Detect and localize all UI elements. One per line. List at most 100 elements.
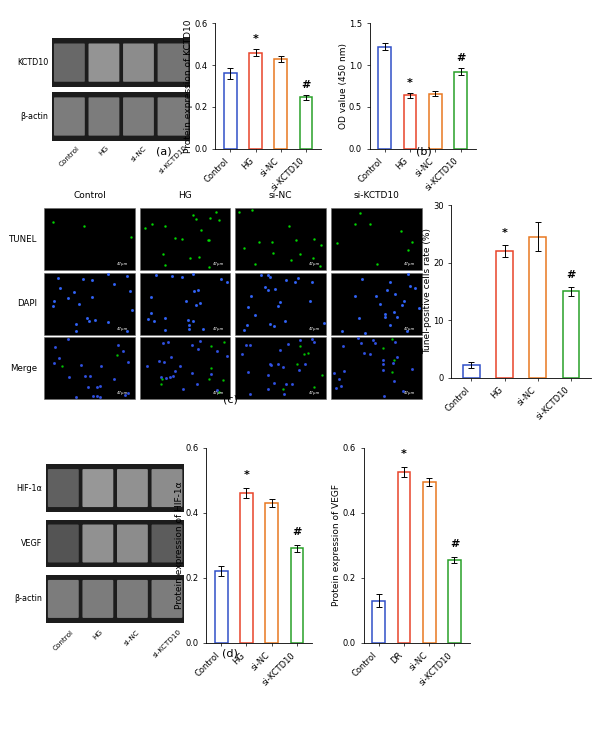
FancyBboxPatch shape (46, 464, 184, 511)
Text: 47μm: 47μm (308, 391, 320, 395)
Bar (379, 47, 391, 149)
Text: (b): (b) (416, 146, 432, 156)
Text: HG: HG (98, 145, 110, 157)
Bar (275, 59, 287, 149)
Text: #: # (450, 538, 459, 549)
Text: 47μm: 47μm (404, 262, 415, 267)
Text: 47μm: 47μm (404, 391, 415, 395)
FancyBboxPatch shape (331, 208, 422, 270)
FancyBboxPatch shape (123, 44, 154, 82)
Text: *: * (401, 449, 407, 460)
FancyBboxPatch shape (117, 524, 148, 562)
FancyBboxPatch shape (140, 337, 230, 399)
Text: 47μm: 47μm (213, 262, 224, 267)
Bar (448, 560, 461, 643)
Text: 47μm: 47μm (404, 327, 415, 331)
Text: KCTD10: KCTD10 (17, 58, 48, 67)
Text: si-NC: si-NC (130, 145, 147, 162)
Text: si-KCTD10: si-KCTD10 (158, 145, 188, 175)
Bar (291, 548, 303, 643)
Text: 47μm: 47μm (213, 327, 224, 331)
FancyBboxPatch shape (117, 469, 148, 507)
Text: 47μm: 47μm (308, 262, 320, 267)
Bar (300, 98, 312, 149)
FancyBboxPatch shape (52, 92, 190, 140)
Bar (249, 53, 262, 149)
FancyBboxPatch shape (140, 208, 230, 270)
Text: 47μm: 47μm (213, 391, 224, 395)
Text: #: # (566, 270, 576, 280)
Text: HG: HG (92, 629, 104, 641)
Text: si-KCTD10: si-KCTD10 (152, 629, 182, 659)
Bar (265, 503, 278, 643)
Bar (496, 251, 513, 378)
Text: #: # (292, 526, 302, 537)
FancyBboxPatch shape (152, 524, 182, 562)
Text: si-NC: si-NC (269, 192, 293, 201)
Bar (429, 94, 442, 149)
Text: Merge: Merge (10, 363, 38, 372)
FancyBboxPatch shape (82, 524, 113, 562)
Bar (373, 601, 385, 643)
Y-axis label: Protein expression of KCTD10: Protein expression of KCTD10 (184, 20, 193, 152)
Bar (215, 572, 227, 643)
Text: #: # (456, 53, 465, 63)
Text: *: * (244, 470, 250, 481)
Bar (224, 74, 236, 149)
FancyBboxPatch shape (152, 580, 182, 618)
FancyBboxPatch shape (46, 575, 184, 623)
Text: (c): (c) (223, 395, 238, 405)
FancyBboxPatch shape (44, 337, 135, 399)
FancyBboxPatch shape (44, 273, 135, 334)
Y-axis label: Protein expression of VEGF: Protein expression of VEGF (332, 484, 341, 606)
Text: *: * (253, 34, 259, 44)
Text: HIF-1α: HIF-1α (16, 484, 42, 493)
FancyBboxPatch shape (152, 469, 182, 507)
Text: VEGF: VEGF (21, 539, 42, 548)
FancyBboxPatch shape (48, 524, 79, 562)
FancyBboxPatch shape (88, 98, 119, 136)
Y-axis label: Protein expression of HIF-1α: Protein expression of HIF-1α (175, 481, 184, 609)
Bar (423, 482, 436, 643)
Text: si-KCTD10: si-KCTD10 (353, 192, 399, 201)
FancyBboxPatch shape (117, 580, 148, 618)
Bar (530, 237, 546, 378)
Text: *: * (407, 77, 413, 88)
FancyBboxPatch shape (46, 520, 184, 567)
Text: 47μm: 47μm (308, 327, 320, 331)
Text: si-NC: si-NC (124, 629, 141, 647)
Y-axis label: Tunel-positive cells rate (%): Tunel-positive cells rate (%) (423, 228, 432, 354)
FancyBboxPatch shape (82, 469, 113, 507)
FancyBboxPatch shape (44, 208, 135, 270)
FancyBboxPatch shape (52, 38, 190, 87)
Text: HG: HG (178, 192, 192, 201)
Bar (463, 365, 480, 378)
FancyBboxPatch shape (82, 580, 113, 618)
FancyBboxPatch shape (235, 337, 326, 399)
Text: β-actin: β-actin (15, 595, 42, 603)
Text: β-actin: β-actin (21, 112, 48, 121)
Text: 47μm: 47μm (117, 327, 128, 331)
FancyBboxPatch shape (48, 469, 79, 507)
Text: (d): (d) (222, 649, 238, 659)
Text: Control: Control (58, 145, 81, 167)
Bar (240, 493, 253, 643)
Text: 47μm: 47μm (117, 391, 128, 395)
Bar (562, 291, 579, 378)
Bar (454, 72, 467, 149)
FancyBboxPatch shape (123, 98, 154, 136)
Text: TUNEL: TUNEL (9, 234, 38, 243)
Text: 47μm: 47μm (117, 262, 128, 267)
FancyBboxPatch shape (331, 273, 422, 334)
FancyBboxPatch shape (54, 44, 85, 82)
FancyBboxPatch shape (235, 273, 326, 334)
FancyBboxPatch shape (54, 98, 85, 136)
FancyBboxPatch shape (48, 580, 79, 618)
FancyBboxPatch shape (88, 44, 119, 82)
Text: *: * (502, 228, 507, 238)
Y-axis label: OD value (450 nm): OD value (450 nm) (339, 43, 347, 129)
FancyBboxPatch shape (158, 44, 188, 82)
FancyBboxPatch shape (331, 337, 422, 399)
Text: (a): (a) (156, 146, 171, 156)
Bar (398, 472, 410, 643)
